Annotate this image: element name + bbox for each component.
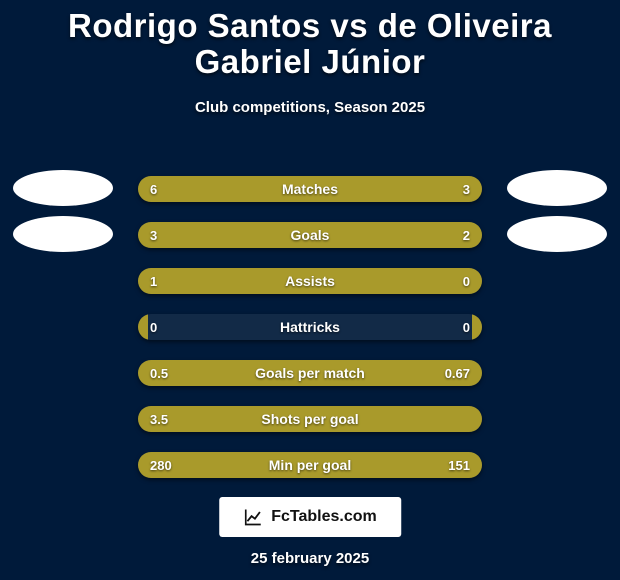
club-logo-right-1 — [507, 170, 607, 206]
left-logos — [8, 170, 118, 252]
branding-text: FcTables.com — [271, 508, 377, 526]
stat-label: Hattricks — [138, 314, 482, 340]
stat-value-left: 0.5 — [150, 360, 168, 386]
stat-row: Hattricks0 0 — [138, 314, 482, 340]
stat-label: Min per goal — [138, 452, 482, 478]
club-logo-left-1 — [13, 170, 113, 206]
stat-value-right: 0.67 — [445, 360, 470, 386]
chart-icon — [243, 507, 263, 527]
stat-label: Assists — [138, 268, 482, 294]
stat-value-left: 3 — [150, 222, 157, 248]
stat-value-right: 2 — [463, 222, 470, 248]
stat-row: Goals3 2 — [138, 222, 482, 248]
stat-value-right: 151 — [448, 452, 470, 478]
branding-badge: FcTables.com — [219, 497, 401, 537]
stat-row: Min per goal280 151 — [138, 452, 482, 478]
stat-value-left: 280 — [150, 452, 172, 478]
stat-label: Shots per goal — [138, 406, 482, 432]
stat-label: Goals per match — [138, 360, 482, 386]
date-text: 25 february 2025 — [0, 550, 620, 567]
stat-value-left: 1 — [150, 268, 157, 294]
subtitle: Club competitions, Season 2025 — [0, 99, 620, 116]
stat-rows: Matches63Goals32Assists10Hattricks00Goal… — [138, 176, 482, 478]
right-logos — [502, 170, 612, 252]
stat-value-left: 3.5 — [150, 406, 168, 432]
stat-row: Matches6 3 — [138, 176, 482, 202]
title: Rodrigo Santos vs de Oliveira Gabriel Jú… — [0, 0, 620, 81]
comparison-infographic: Rodrigo Santos vs de Oliveira Gabriel Jú… — [0, 0, 620, 580]
stat-row: Assists1 0 — [138, 268, 482, 294]
stat-value-left: 6 — [150, 176, 157, 202]
stat-value-right: 0 — [463, 268, 470, 294]
stat-value-left: 0 — [150, 314, 157, 340]
club-logo-left-2 — [13, 216, 113, 252]
stat-row: Shots per goal3.5 — [138, 406, 482, 432]
stat-value-right: 0 — [463, 314, 470, 340]
club-logo-right-2 — [507, 216, 607, 252]
stat-label: Matches — [138, 176, 482, 202]
stat-label: Goals — [138, 222, 482, 248]
stat-row: Goals per match0.5 0.67 — [138, 360, 482, 386]
stat-value-right: 3 — [463, 176, 470, 202]
